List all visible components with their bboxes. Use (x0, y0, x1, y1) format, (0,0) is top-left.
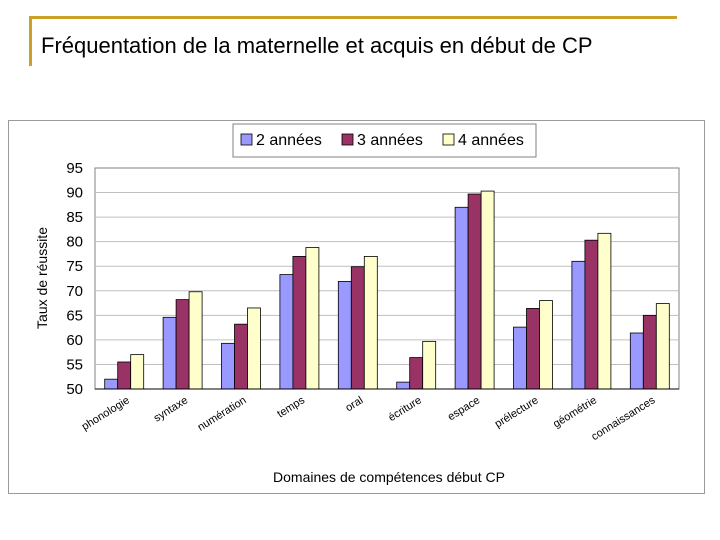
x-category-label: phonologie (80, 394, 132, 433)
y-tick-label: 65 (66, 307, 83, 324)
bar-2 (292, 255, 307, 390)
legend-label: 3 années (357, 132, 423, 149)
legend-swatch (240, 133, 253, 146)
bar-1 (513, 326, 527, 390)
x-axis-title: Domaines de compétences début CP (273, 469, 505, 485)
bar-3 (597, 232, 612, 390)
legend-swatch (341, 133, 354, 146)
bar-3 (422, 340, 437, 390)
y-tick-label: 50 (66, 381, 83, 398)
x-category-label: connaissances (589, 394, 657, 443)
y-tick-label: 55 (66, 356, 83, 373)
bar-2 (234, 323, 248, 390)
bar-3 (130, 354, 145, 390)
bar-1 (396, 381, 411, 390)
bar-2 (642, 314, 657, 390)
x-category-label: espace (446, 394, 482, 423)
legend-label: 4 années (458, 132, 524, 149)
bar-1 (454, 206, 469, 390)
bar-1 (162, 316, 177, 390)
bar-3 (480, 190, 495, 390)
legend-label: 2 années (256, 132, 322, 149)
bar-1 (629, 332, 644, 390)
y-tick-label: 70 (66, 283, 83, 300)
x-category-label: oral (343, 394, 365, 414)
bar-1 (571, 260, 586, 390)
bar-3 (305, 247, 320, 390)
x-category-label: syntaxe (152, 394, 191, 424)
bar-2 (584, 239, 599, 390)
x-category-label: écriture (386, 394, 423, 424)
bar-2 (350, 266, 365, 390)
y-tick-label: 90 (66, 185, 83, 202)
bar-2 (526, 308, 540, 390)
slide-title: Fréquentation de la maternelle et acquis… (41, 33, 593, 58)
y-tick-label: 60 (66, 332, 83, 349)
bar-2 (117, 361, 132, 390)
bar-3 (247, 307, 261, 390)
y-tick-label: 95 (66, 160, 83, 177)
bar-3 (188, 291, 203, 390)
bar-2 (409, 357, 424, 390)
legend: 2 années 3 années 4 années (232, 123, 537, 158)
x-category-label: temps (275, 394, 307, 420)
bar-2 (175, 299, 190, 390)
bar-1 (279, 274, 294, 390)
y-tick-label: 85 (66, 209, 83, 226)
legend-box (232, 123, 537, 158)
y-axis-title: Taux de réussite (34, 227, 50, 329)
bar-3 (539, 300, 553, 390)
legend-swatch (442, 133, 455, 146)
bar-1 (104, 378, 119, 390)
bar-3 (363, 255, 378, 390)
bar-1 (337, 281, 352, 390)
title-frame (29, 16, 677, 66)
x-category-label: numération (196, 394, 249, 433)
x-category-label: prélecture (493, 394, 541, 430)
y-tick-label: 80 (66, 234, 83, 251)
bar-3 (655, 303, 670, 390)
bar-2 (467, 193, 482, 390)
y-tick-labels: 50 55 60 65 70 75 80 85 90 95 (66, 160, 83, 398)
x-category-label: géométrie (551, 394, 599, 430)
x-category-labels: phonologie syntaxe numération temps oral écri… (80, 394, 658, 443)
y-tick-label: 75 (66, 258, 83, 275)
bar-1 (221, 342, 235, 390)
